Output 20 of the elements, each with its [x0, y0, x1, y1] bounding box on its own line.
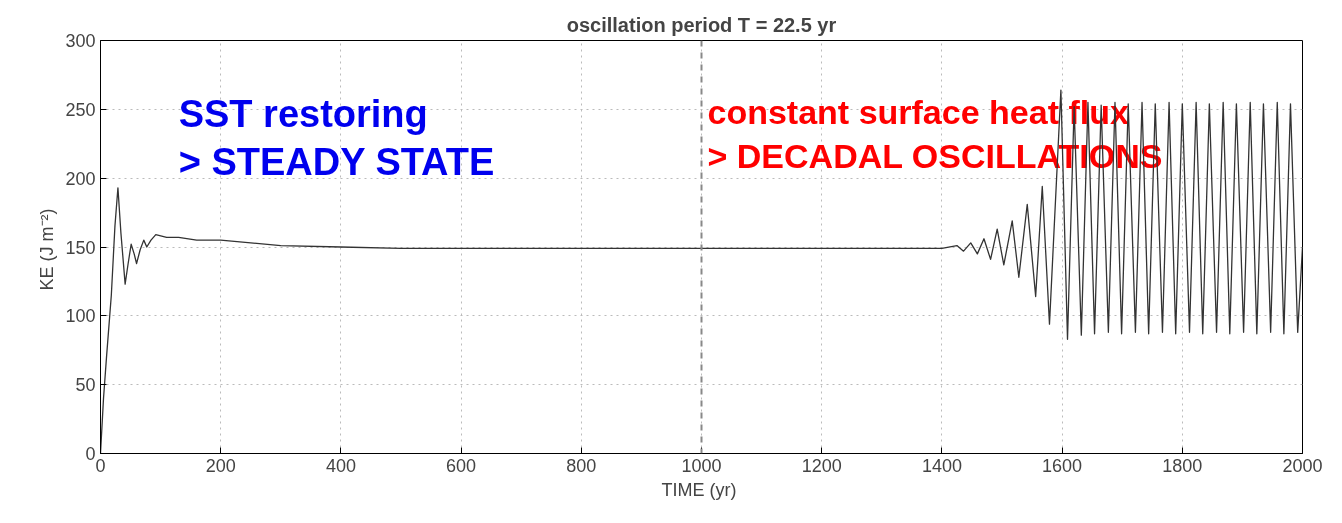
x-tick-label: 800: [566, 455, 597, 476]
x-tick-label: 1400: [921, 455, 962, 476]
y-tick-label: 250: [65, 99, 96, 120]
x-tick-label: 200: [205, 455, 236, 476]
x-tick-label: 2000: [1282, 455, 1323, 476]
y-tick-label: 50: [75, 375, 96, 396]
y-tick-label: 300: [65, 31, 96, 51]
chart-title: oscillation period T = 22.5 yr: [566, 13, 837, 36]
x-tick-label: 1000: [681, 455, 722, 476]
annotation: SST restoring > STEADY STATE: [178, 92, 495, 184]
y-tick-label: 100: [65, 306, 96, 327]
y-tick-label: 200: [65, 168, 96, 189]
x-tick-label: 1200: [801, 455, 842, 476]
y-axis-title: KE (J m⁻²): [37, 208, 58, 291]
x-axis-title: TIME (yr): [661, 479, 737, 500]
x-tick-label: 400: [325, 455, 356, 476]
x-tick-label: 1600: [1042, 455, 1083, 476]
y-tick-label: 150: [65, 237, 96, 258]
x-tick-label: 1800: [1162, 455, 1203, 476]
x-tick-label: 600: [446, 455, 477, 476]
